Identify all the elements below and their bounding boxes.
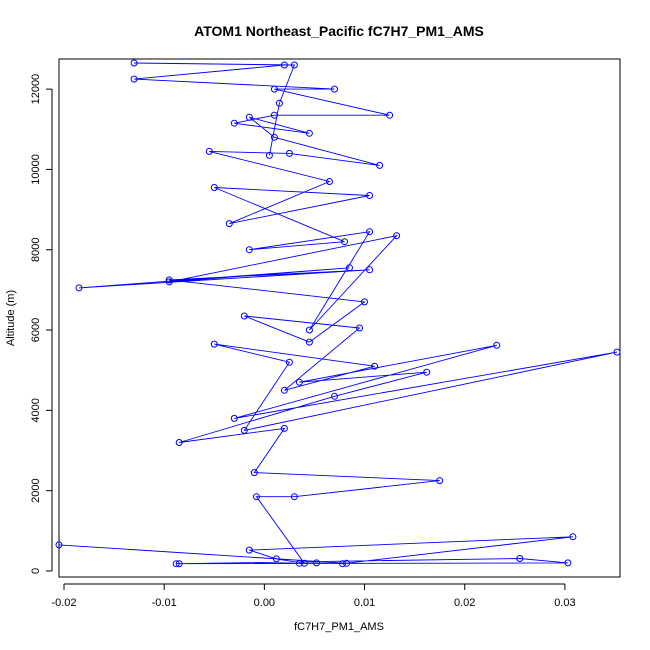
y-tick-label: 10000 [30,154,42,185]
y-tick-label: 2000 [30,478,42,502]
x-tick-label: 0.03 [554,597,575,609]
y-tick-label: 8000 [30,237,42,261]
y-tick-label: 4000 [30,398,42,422]
x-tick-label: 0.00 [254,597,275,609]
series-layer [56,60,620,567]
series-line [59,63,617,564]
plot-frame [59,59,620,577]
y-tick-label: 12000 [30,74,42,105]
y-tick-label: 6000 [30,318,42,342]
x-axis: -0.02 -0.01 0.00 0.01 0.02 0.03 [51,584,575,609]
x-axis-label: fC7H7_PM1_AMS [294,621,384,633]
y-tick-label: 0 [30,568,42,574]
y-axis-label: Altitude (m) [5,290,17,346]
x-tick-label: -0.01 [152,597,177,609]
x-tick-label: -0.02 [51,597,76,609]
chart-title: ATOM1 Northeast_Pacific fC7H7_PM1_AMS [194,23,484,39]
y-axis: 0 2000 4000 6000 8000 10000 12000 [30,74,52,574]
x-tick-label: 0.02 [454,597,475,609]
x-tick-label: 0.01 [354,597,375,609]
